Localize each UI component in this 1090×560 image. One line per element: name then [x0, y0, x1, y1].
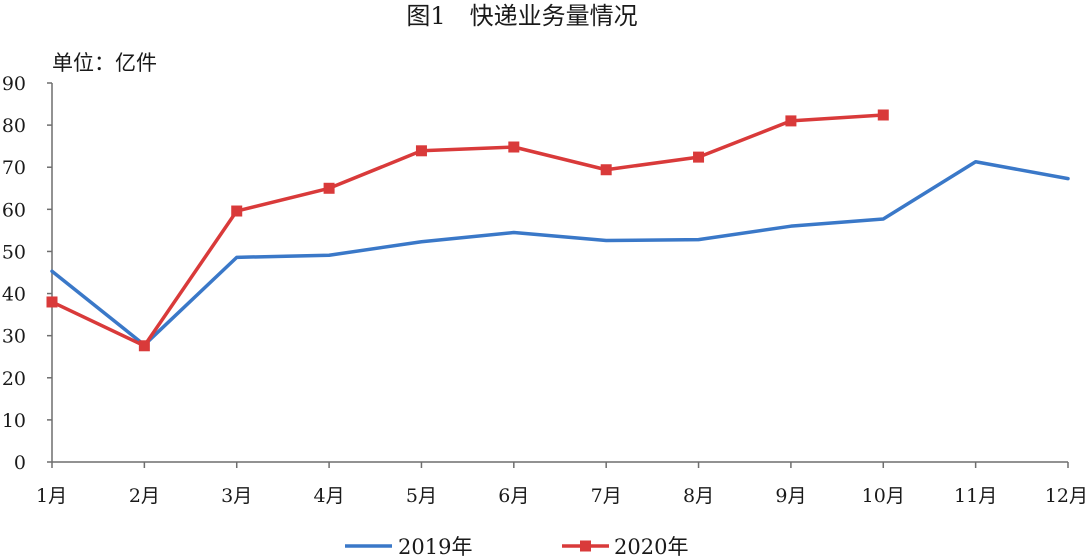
data-point-marker	[415, 145, 427, 157]
x-tick-label: 7月	[591, 485, 622, 507]
x-tick-label: 6月	[498, 485, 529, 507]
series-line	[50, 159, 1070, 347]
y-tick-label: 50	[2, 241, 26, 263]
series-1	[50, 159, 1070, 347]
x-tick-label: 11月	[954, 485, 997, 507]
y-tick-label: 60	[2, 199, 26, 221]
x-tick-label: 8月	[683, 485, 714, 507]
y-tick-label: 80	[2, 115, 26, 137]
legend-label: 2020年	[614, 535, 688, 556]
data-point-marker	[877, 109, 889, 121]
y-tick-label: 70	[2, 157, 26, 179]
data-point-marker	[600, 164, 612, 176]
data-point-marker	[46, 296, 58, 308]
y-tick-label: 90	[2, 73, 26, 95]
series-2	[46, 109, 889, 352]
x-tick-label: 3月	[221, 485, 252, 507]
x-tick-label: 1月	[36, 485, 67, 507]
legend-item: 2019年	[345, 535, 472, 559]
data-point-marker	[231, 205, 243, 217]
x-tick-label: 5月	[406, 485, 437, 507]
data-point-marker	[508, 141, 520, 153]
x-tick-label: 2月	[129, 485, 160, 507]
legend-swatch-marker	[580, 540, 591, 552]
x-tick-label: 4月	[314, 485, 345, 507]
legend: 2019年 2020年	[345, 535, 688, 559]
axes: 0 10 20 30 40 50 60 70 80 90 1月 2月 3月 4月 5月 6月 7月 8月 9月 10月…	[2, 73, 1088, 507]
legend-item: 2020年	[562, 535, 688, 559]
data-point-marker	[785, 115, 797, 127]
y-tick-label: 30	[2, 326, 26, 348]
data-point-marker	[323, 182, 335, 194]
series-line	[50, 113, 886, 348]
series-layer	[46, 109, 1070, 352]
data-point-marker	[693, 151, 705, 163]
legend-label: 2019年	[398, 535, 472, 556]
data-point-marker	[138, 340, 150, 352]
x-tick-label: 10月	[862, 485, 905, 507]
y-tick-label: 20	[2, 368, 26, 390]
x-tick-label: 12月	[1045, 485, 1088, 507]
y-tick-label: 10	[2, 410, 26, 432]
chart-title: 图1 快递业务量情况	[406, 2, 637, 30]
x-tick-label: 9月	[775, 485, 806, 507]
y-tick-label: 0	[14, 452, 26, 474]
y-axis-unit-label: 单位：亿件	[52, 51, 157, 75]
y-tick-label: 40	[2, 284, 26, 306]
